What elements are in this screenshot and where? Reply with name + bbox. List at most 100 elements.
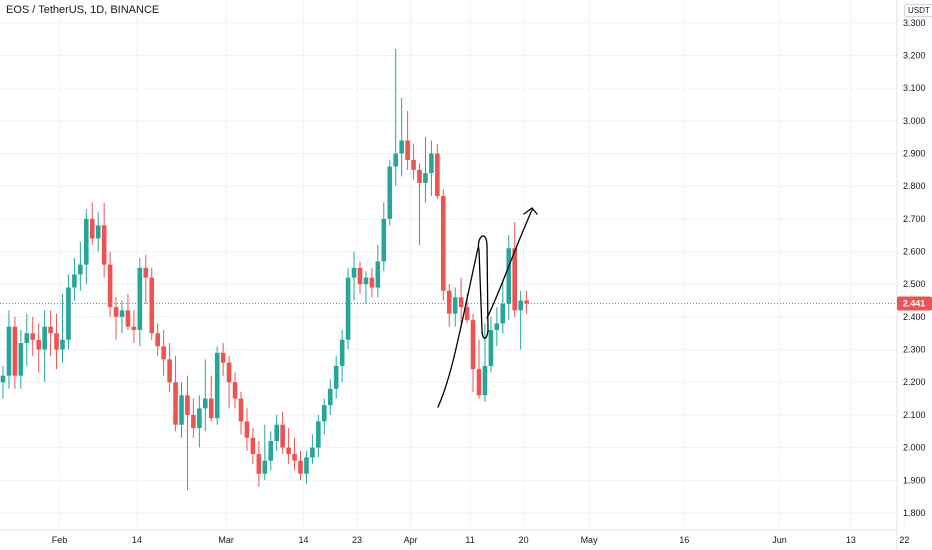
candle-body xyxy=(214,352,220,419)
candle-body xyxy=(101,225,107,265)
candle-body xyxy=(506,248,512,304)
candle-body xyxy=(262,460,268,474)
price-tick-label: 1.900 xyxy=(903,475,926,485)
candle xyxy=(208,375,214,422)
projection-line[interactable] xyxy=(486,209,533,319)
candle xyxy=(84,209,89,285)
candle xyxy=(369,267,375,298)
candle xyxy=(6,310,12,389)
price-tick-label: 2.600 xyxy=(903,247,926,257)
candle-body xyxy=(107,264,113,308)
ellipse-highlight[interactable] xyxy=(477,235,489,339)
candle-body xyxy=(458,297,464,308)
candle xyxy=(268,431,274,471)
candle xyxy=(524,290,529,314)
candle xyxy=(345,267,351,350)
candle-body xyxy=(476,369,482,396)
candle xyxy=(488,316,494,373)
currency-badge[interactable]: USDT xyxy=(904,4,932,17)
candle xyxy=(327,378,333,415)
candle-body xyxy=(238,398,244,422)
candle xyxy=(72,258,77,301)
candle xyxy=(24,313,30,366)
candle xyxy=(113,297,119,340)
candle-body xyxy=(310,447,315,458)
candle-body xyxy=(143,267,149,278)
candle xyxy=(351,251,357,301)
candle xyxy=(482,323,488,402)
trend-line-up[interactable] xyxy=(437,247,479,408)
candle xyxy=(363,271,369,304)
candle-body xyxy=(197,408,202,428)
price-tick-label: 2.800 xyxy=(903,181,926,191)
last-price-value: 2.441 xyxy=(903,298,926,308)
time-axis[interactable]: Feb 14 Mar 14 23 Apr 11 20 May 16 Jun 13 22 xyxy=(52,535,910,545)
candle-body xyxy=(375,261,381,288)
candles xyxy=(0,48,529,491)
candle-body xyxy=(316,421,321,448)
candle xyxy=(316,414,321,458)
candle-body xyxy=(137,267,143,330)
candle xyxy=(161,329,166,376)
candle xyxy=(185,375,190,491)
candle-body xyxy=(84,218,89,265)
candle-body xyxy=(405,140,410,161)
candle xyxy=(470,313,476,393)
candle-body xyxy=(435,153,440,196)
price-tick-label: 3.300 xyxy=(903,18,926,28)
candle-body xyxy=(6,326,12,376)
candle xyxy=(518,290,523,350)
symbol-title[interactable]: EOS / TetherUS, 1D, BINANCE xyxy=(6,4,160,16)
candle-body xyxy=(268,441,274,461)
candle xyxy=(256,441,262,487)
candle-body xyxy=(18,343,24,376)
candle-body xyxy=(298,460,303,474)
candle-body xyxy=(280,424,285,448)
candle xyxy=(280,411,285,455)
candle-body xyxy=(203,398,208,409)
arrow-head[interactable] xyxy=(523,207,538,215)
candle xyxy=(18,329,24,389)
price-tick-label: 2.100 xyxy=(903,410,926,420)
candle xyxy=(12,316,18,389)
candle xyxy=(411,143,416,180)
candle xyxy=(203,359,208,432)
candle-body xyxy=(488,329,494,366)
candle xyxy=(0,365,6,399)
candle xyxy=(476,339,482,399)
candle-body xyxy=(48,326,53,334)
candle xyxy=(244,408,250,451)
candle-body xyxy=(244,421,250,438)
candle xyxy=(191,398,196,438)
candle-body xyxy=(399,140,404,154)
candle-body xyxy=(518,300,523,311)
candle-body xyxy=(452,297,458,314)
candle-body xyxy=(54,333,59,350)
candle xyxy=(220,343,226,376)
price-tick-label: 2.900 xyxy=(903,149,926,159)
candle-body xyxy=(369,277,375,288)
candle xyxy=(42,310,47,383)
price-tick-label: 2.200 xyxy=(903,377,926,387)
candle-body xyxy=(113,307,119,317)
candle-body xyxy=(250,437,256,455)
time-tick-label: 16 xyxy=(679,535,689,545)
candle-body xyxy=(95,225,101,239)
time-tick-label: Feb xyxy=(52,535,68,545)
candle-body xyxy=(131,326,137,330)
candle-body xyxy=(185,395,190,415)
trend-drawing[interactable] xyxy=(437,207,538,408)
candle xyxy=(137,258,143,347)
candle xyxy=(95,212,101,252)
price-axis[interactable]: 3.300 3.200 3.100 3.000 2.900 2.800 2.700 2.600… xyxy=(903,18,926,518)
candle-body xyxy=(482,365,488,396)
candle xyxy=(405,111,410,170)
candle-body xyxy=(155,333,160,347)
candle xyxy=(143,254,149,304)
price-tick-label: 1.800 xyxy=(903,508,926,518)
candle xyxy=(494,307,500,347)
candle xyxy=(381,202,387,272)
price-tick-label: 3.000 xyxy=(903,116,926,126)
last-price-label: 2.441 xyxy=(897,296,932,311)
